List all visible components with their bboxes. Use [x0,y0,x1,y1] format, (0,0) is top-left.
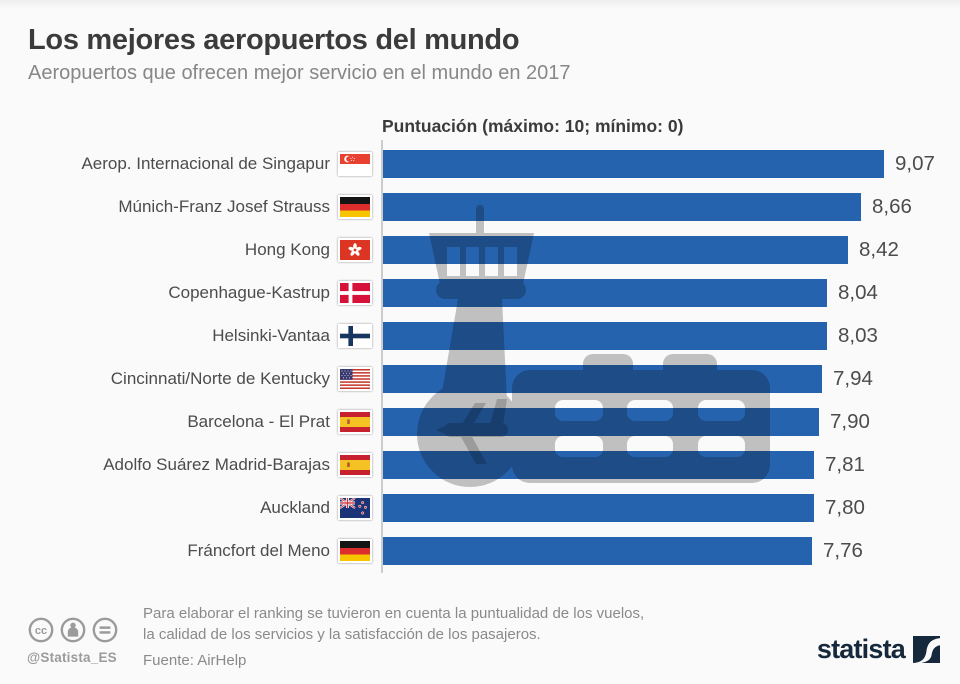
bar-row: Aerop. Internacional de Singapur 9,07 [0,150,960,178]
statista-handle: @Statista_ES [27,650,117,665]
flag-icon-hk [338,238,372,262]
airport-label: Hong Kong [244,240,330,259]
score-value: 7,81 [825,453,865,476]
bar-row: Cincinnati/Norte de Kentucky 7,94 [0,365,960,393]
by-icon [60,617,86,643]
bar-row: Adolfo Suárez Madrid-Barajas 7,81 [0,451,960,479]
cc-license-icons: cc [28,617,118,643]
flag-icon-fi [338,324,372,348]
flag-icon-sg [338,152,372,176]
airport-label: Múnich-Franz Josef Strauss [118,197,330,216]
bar-row: Fráncfort del Meno 7,76 [0,537,960,565]
statista-logo: statista [817,636,940,663]
score-value: 7,76 [823,539,863,562]
score-value: 7,80 [825,496,865,519]
axis-baseline [381,140,383,573]
flag-icon-de [338,195,372,219]
flag-icon-es [338,410,372,434]
flag-icon-dk [338,281,372,305]
score-value: 8,03 [838,324,878,347]
bar-row: Helsinki-Vantaa 8,03 [0,322,960,350]
score-bar [383,193,861,221]
score-bar [383,451,814,479]
footer-note: Para elaborar el ranking se tuvieron en … [143,603,644,645]
flag-icon-us [338,367,372,391]
score-bar [383,279,827,307]
flag-icon-nz [338,496,372,520]
footer-note-line1: Para elaborar el ranking se tuvieron en … [143,605,645,622]
score-value: 9,07 [895,152,935,175]
airport-label: Barcelona - El Prat [187,412,330,431]
bar-row: Hong Kong 8,42 [0,236,960,264]
nd-icon [92,617,118,643]
score-value: 8,42 [859,238,899,261]
svg-text:cc: cc [35,625,47,637]
airport-label: Adolfo Suárez Madrid-Barajas [103,455,330,474]
bar-row: Copenhague-Kastrup 8,04 [0,279,960,307]
score-value: 7,90 [830,410,870,433]
score-value: 8,66 [872,195,912,218]
axis-title: Puntuación (máximo: 10; mínimo: 0) [382,116,684,136]
airport-label: Aerop. Internacional de Singapur [81,154,330,173]
score-bar [383,236,848,264]
bar-row: Auckland 7,80 [0,494,960,522]
footer-note-line2: la calidad de los servicios y la satisfa… [143,626,541,643]
score-bar [383,150,884,178]
airport-label: Helsinki-Vantaa [212,326,330,345]
airport-label: Copenhague-Kastrup [168,283,330,302]
top-edge-strip [0,0,960,9]
flag-icon-de [338,539,372,563]
statista-logo-text: statista [816,634,906,664]
cc-icon [28,617,54,643]
flag-icon-es [338,453,372,477]
source-label: Fuente: AirHelp [143,652,247,669]
score-value: 7,94 [833,367,873,390]
page-title: Los mejores aeropuertos del mundo [28,24,520,56]
score-bar [383,322,827,350]
statista-logo-mark [913,636,940,663]
airport-label: Fráncfort del Meno [187,541,330,560]
bar-row: Barcelona - El Prat 7,90 [0,408,960,436]
airport-label: Cincinnati/Norte de Kentucky [110,369,330,388]
page-subtitle: Aeropuertos que ofrecen mejor servicio e… [28,62,571,84]
airport-label: Auckland [260,498,330,517]
bar-row: Múnich-Franz Josef Strauss 8,66 [0,193,960,221]
score-value: 8,04 [838,281,878,304]
score-bar [383,408,819,436]
score-bar [383,365,822,393]
score-bar [383,494,814,522]
score-bar [383,537,812,565]
